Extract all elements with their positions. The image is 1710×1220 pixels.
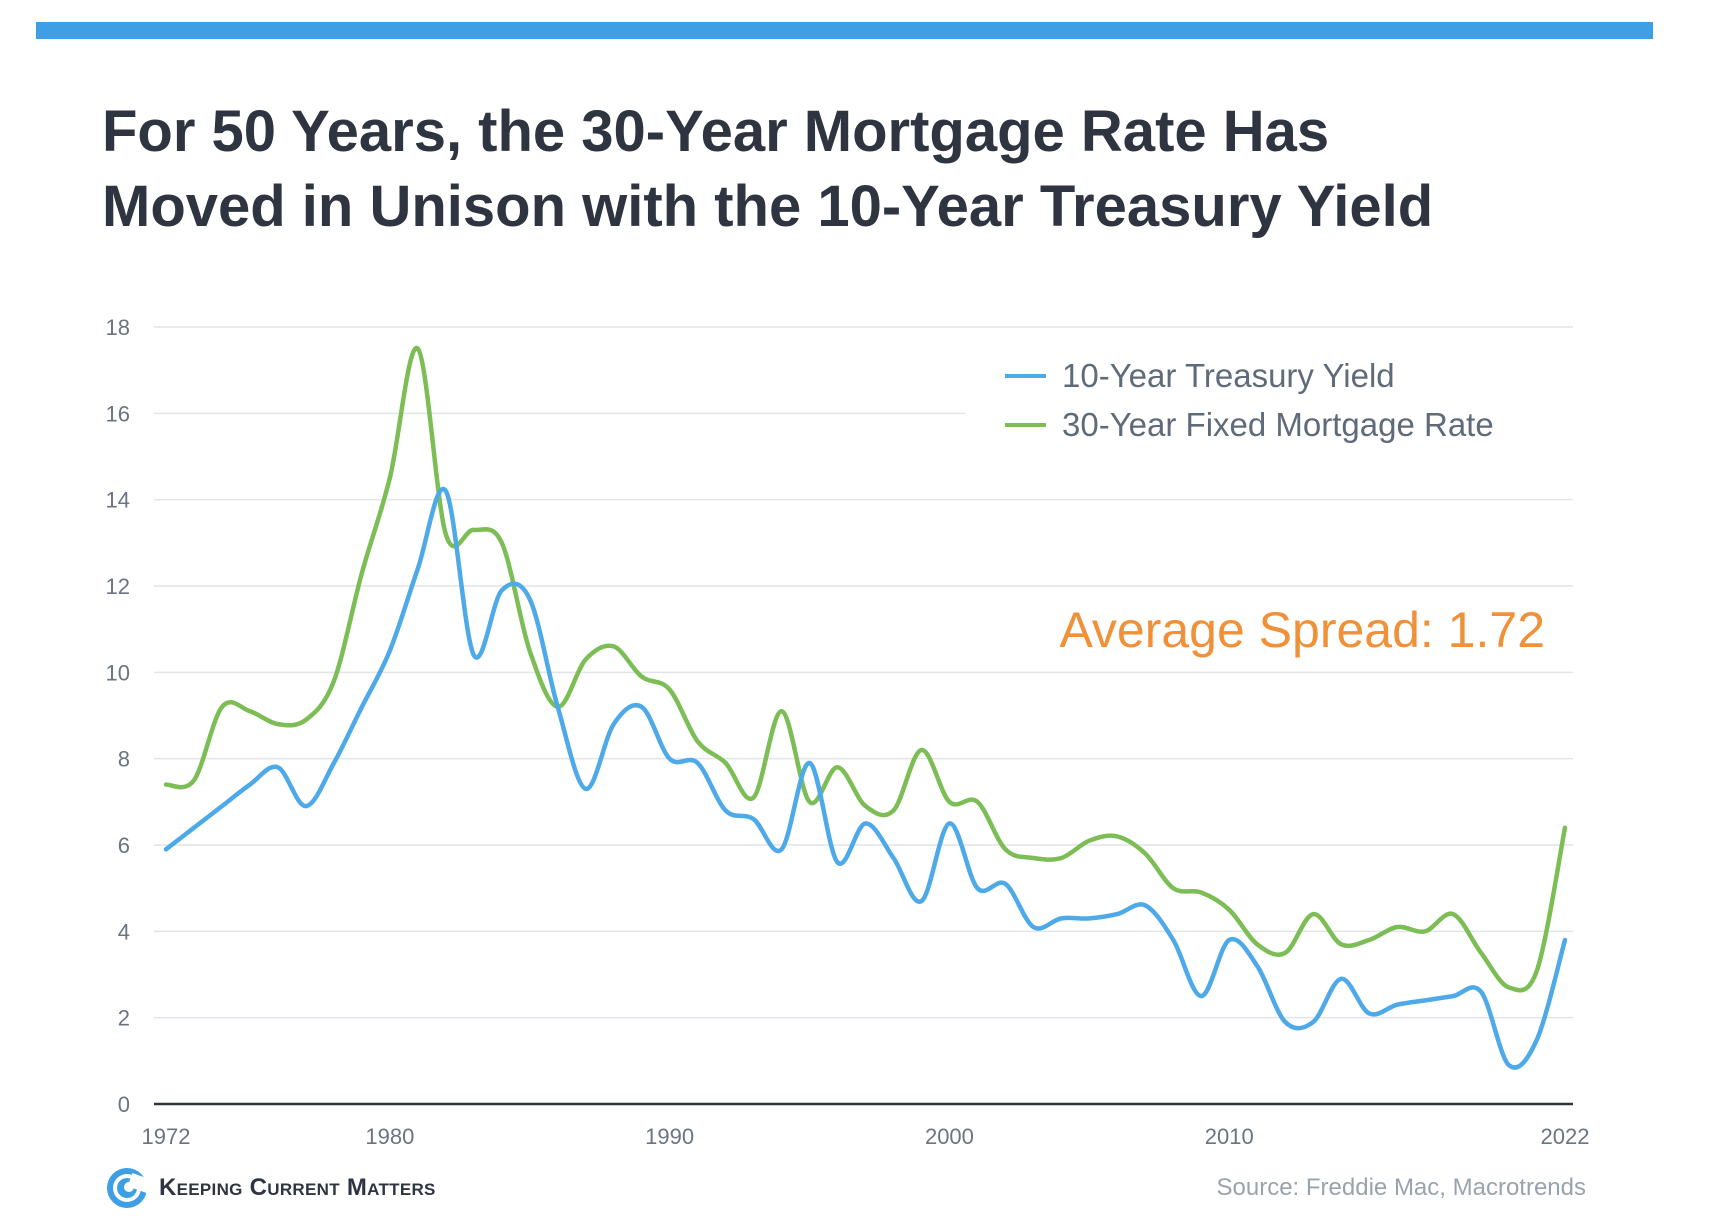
series-line-mortgage-rate — [163, 346, 1568, 993]
x-tick-label: 1990 — [645, 1124, 694, 1149]
y-tick-label: 18 — [106, 315, 130, 340]
average-spread-annotation: Average Spread: 1.72 — [1059, 602, 1545, 658]
y-tick-label: 0 — [118, 1092, 130, 1117]
page-title: For 50 Years, the 30-Year Mortgage Rate … — [102, 94, 1662, 244]
title-line-1: For 50 Years, the 30-Year Mortgage Rate … — [102, 99, 1330, 164]
legend-label-2: 30-Year Fixed Mortgage Rate — [1062, 406, 1494, 443]
y-tick-label: 2 — [118, 1006, 130, 1031]
legend-label-1: 10-Year Treasury Yield — [1062, 357, 1395, 394]
legend-background — [965, 350, 1575, 450]
x-tick-label: 1972 — [142, 1124, 191, 1149]
x-tick-label: 2010 — [1205, 1124, 1254, 1149]
y-tick-label: 16 — [106, 401, 130, 426]
swirl-logo-icon — [107, 1168, 149, 1208]
top-accent-bar — [36, 22, 1653, 39]
y-tick-label: 8 — [118, 747, 130, 772]
source-note: Source: Freddie Mac, Macrotrends — [1216, 1174, 1586, 1201]
brand-name: Keeping Current Matters — [159, 1174, 436, 1201]
y-tick-label: 14 — [106, 488, 130, 513]
series-line-treasury-yield — [163, 486, 1568, 1070]
y-tick-label: 6 — [118, 833, 130, 858]
x-tick-label: 2022 — [1541, 1124, 1590, 1149]
y-tick-label: 12 — [106, 574, 130, 599]
x-tick-label: 1980 — [365, 1124, 414, 1149]
y-tick-label: 10 — [106, 660, 130, 685]
x-tick-label: 2000 — [925, 1124, 974, 1149]
y-tick-label: 4 — [118, 919, 130, 944]
brand-logo: Keeping Current Matters — [105, 1166, 436, 1210]
title-line-2: Moved in Unison with the 10-Year Treasur… — [102, 174, 1434, 239]
